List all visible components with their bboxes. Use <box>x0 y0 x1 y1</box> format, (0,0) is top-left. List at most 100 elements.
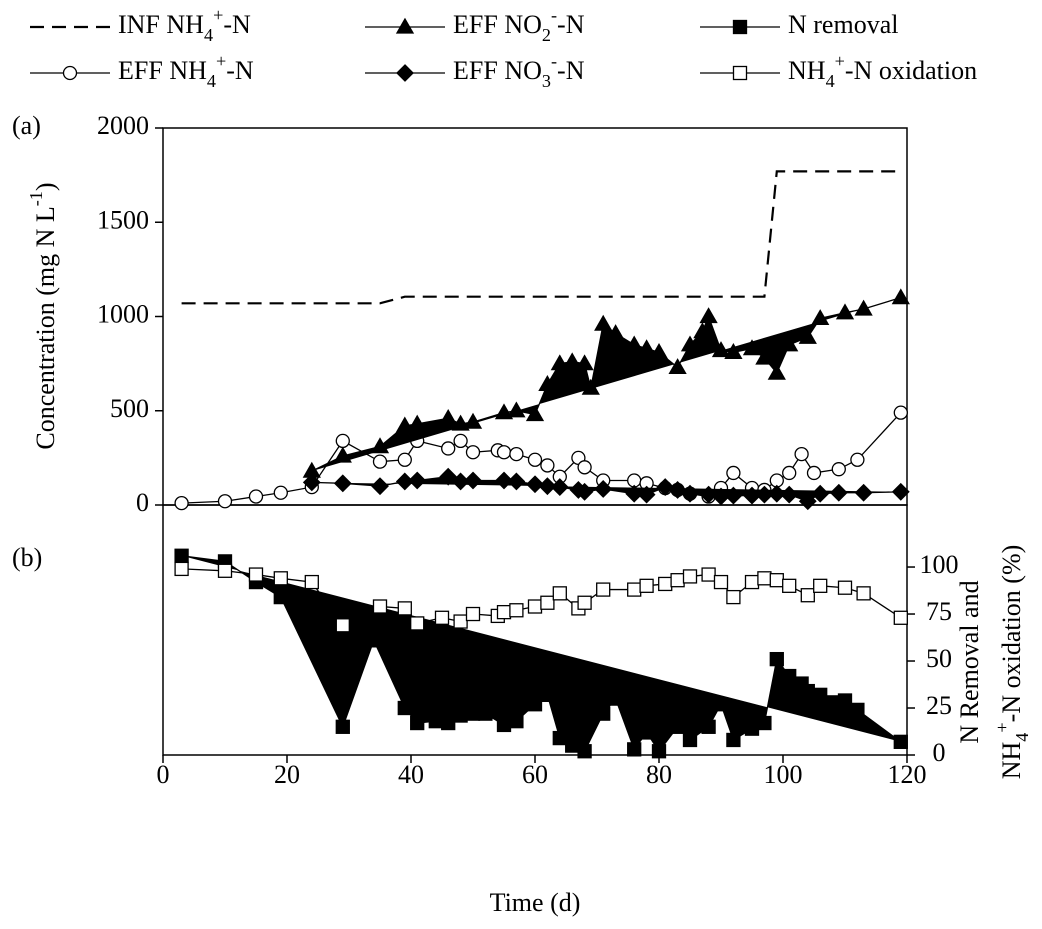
marker <box>831 462 846 477</box>
marker <box>594 314 613 331</box>
marker <box>627 742 642 757</box>
marker <box>854 299 873 316</box>
marker <box>453 614 468 629</box>
marker <box>757 571 772 586</box>
legend-label: NH4+-N oxidation <box>788 51 977 91</box>
marker <box>806 465 822 481</box>
panel-label: (b) <box>12 543 42 572</box>
marker <box>726 589 741 605</box>
marker <box>496 604 512 620</box>
marker <box>755 348 774 365</box>
marker <box>757 715 772 731</box>
x-tick-label: 60 <box>522 760 548 789</box>
marker <box>397 452 412 467</box>
marker <box>217 494 233 509</box>
marker <box>496 717 512 733</box>
marker <box>835 303 855 320</box>
marker <box>825 695 840 710</box>
marker <box>699 307 718 324</box>
marker <box>850 702 865 718</box>
y-axis-label: Concentration (mg N L-1) <box>26 182 60 449</box>
y-tick-label: 1500 <box>97 205 149 234</box>
marker <box>540 687 555 702</box>
legend-label: EFF NO3--N <box>453 51 585 91</box>
marker <box>174 561 189 577</box>
marker <box>742 339 762 356</box>
marker <box>465 606 481 622</box>
x-tick-label: 80 <box>646 760 672 789</box>
marker <box>575 482 594 501</box>
marker <box>713 574 729 590</box>
marker <box>724 486 743 505</box>
marker <box>811 484 830 503</box>
marker <box>335 618 350 633</box>
marker <box>397 700 412 716</box>
marker <box>496 445 512 460</box>
marker <box>538 477 557 496</box>
marker <box>782 578 797 593</box>
marker <box>333 474 352 493</box>
marker <box>527 599 543 614</box>
marker <box>780 485 799 504</box>
marker <box>577 744 592 759</box>
marker <box>273 485 288 500</box>
marker <box>273 589 288 605</box>
series-line <box>181 170 901 305</box>
marker <box>780 335 799 352</box>
marker <box>670 573 685 588</box>
y-tick-label: 500 <box>110 394 149 423</box>
marker <box>509 714 524 729</box>
marker <box>625 335 644 352</box>
marker <box>681 484 699 503</box>
marker <box>891 288 910 305</box>
marker <box>439 467 458 486</box>
x-tick-label: 0 <box>157 760 170 789</box>
marker <box>525 405 545 422</box>
marker <box>397 601 412 616</box>
marker <box>637 485 656 504</box>
marker <box>540 458 555 473</box>
marker <box>596 706 611 721</box>
y2-tick-label: 0 <box>933 738 946 767</box>
marker <box>854 483 873 502</box>
y2-tick-label: 25 <box>926 691 952 720</box>
marker <box>465 445 481 460</box>
marker <box>596 582 611 597</box>
marker <box>682 732 698 748</box>
marker <box>478 706 493 721</box>
marker <box>463 412 483 429</box>
marker <box>637 339 656 356</box>
marker <box>217 563 233 578</box>
panel-a-frame <box>162 127 908 506</box>
marker <box>465 706 481 721</box>
marker <box>550 478 569 497</box>
marker <box>453 433 468 449</box>
marker <box>434 610 450 625</box>
marker <box>701 567 716 582</box>
marker <box>370 437 390 454</box>
marker <box>711 341 731 358</box>
marker <box>732 65 748 81</box>
marker <box>507 472 526 491</box>
x-tick-label: 100 <box>764 760 803 789</box>
y-tick-label: 2000 <box>97 111 149 140</box>
marker <box>372 454 388 469</box>
marker <box>893 610 908 625</box>
marker <box>410 616 425 631</box>
marker <box>656 478 675 497</box>
marker <box>670 719 685 734</box>
marker <box>627 582 642 597</box>
marker <box>813 687 828 702</box>
y2-tick-label: 75 <box>926 597 952 626</box>
marker <box>563 352 582 369</box>
marker <box>304 574 319 590</box>
marker <box>441 715 456 731</box>
marker <box>893 734 908 749</box>
marker <box>428 714 443 729</box>
marker <box>606 324 625 341</box>
legend-label: EFF NH4+-N <box>118 51 254 91</box>
marker <box>552 730 567 746</box>
marker <box>335 433 350 449</box>
marker <box>395 17 415 34</box>
marker <box>581 378 600 395</box>
